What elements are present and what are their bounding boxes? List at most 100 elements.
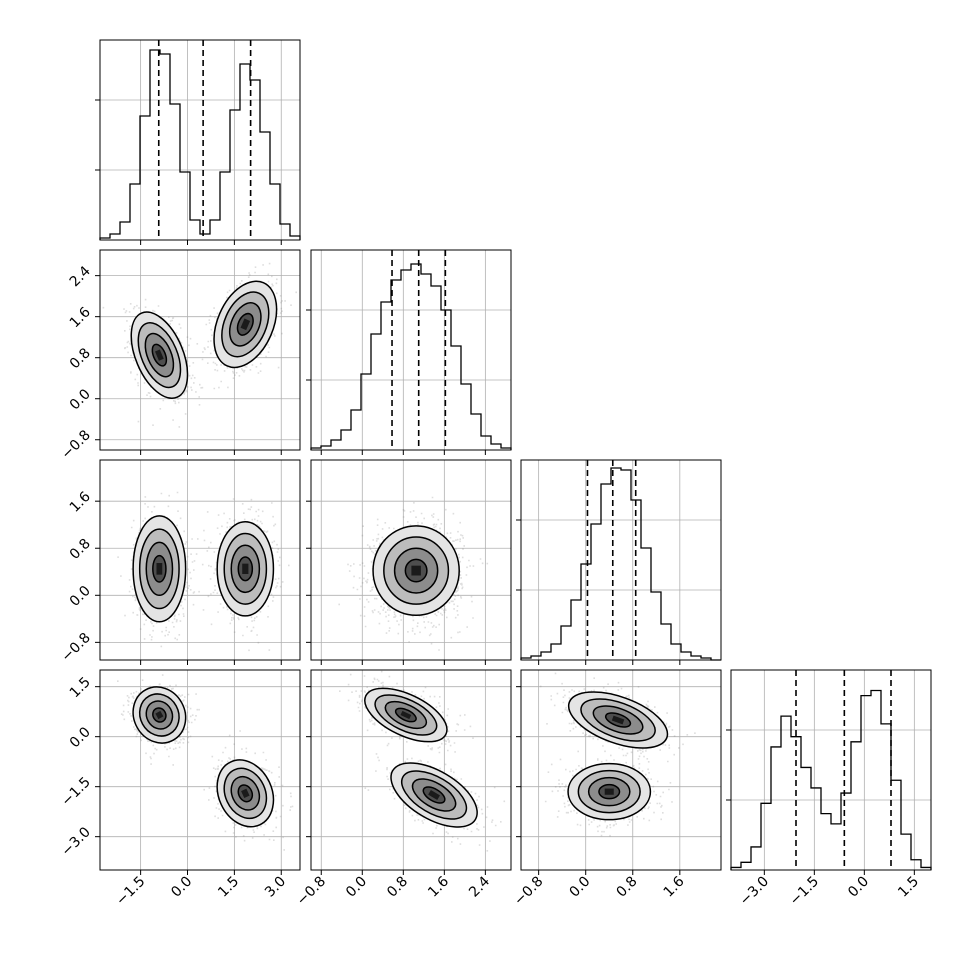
histogram-panel-3: −3.0 −1.5 0.0 1.5	[726, 669, 932, 909]
y-tick-label-2: 0.8	[67, 345, 94, 372]
density-peak	[604, 788, 614, 795]
scatter-panel-3-1: −0.8 0.0 0.8 1.6 2.4	[294, 669, 512, 909]
contour-line-2	[223, 767, 268, 820]
y-tick-label-1: 0.0	[67, 583, 94, 610]
x-tick-label-2: 0.8	[384, 874, 411, 901]
contour-line-0	[151, 343, 168, 367]
contour-line-1	[384, 700, 428, 730]
contour-line-3	[372, 525, 460, 617]
contour-line-2	[138, 528, 180, 610]
x-tick-label-2: 0.0	[845, 874, 872, 901]
density-peak	[156, 563, 163, 575]
contour-line-3	[364, 687, 448, 743]
x-tick-label-0: −3.0	[737, 874, 772, 909]
contour-line-1	[145, 700, 174, 730]
scatter-panel-1-0: −0.8 0.0 0.8 1.6 2.4	[58, 249, 301, 463]
contour-line-0	[598, 783, 621, 800]
contour-line-1	[592, 705, 644, 735]
density-peak	[242, 563, 249, 575]
contour-line-2	[223, 532, 268, 605]
density-cluster-0	[132, 686, 187, 744]
density-cluster-0	[372, 525, 460, 617]
scatter-panel-3-0: −1.5 0.0 1.5 3.0 −3.0 −1.5 0.0 1.5	[58, 669, 301, 909]
contour-line-0	[422, 786, 446, 804]
density-cluster-1	[390, 762, 478, 828]
x-tick-label-0: −0.8	[511, 874, 546, 909]
x-tick-label-1: 0.0	[343, 874, 370, 901]
y-tick-label-3: 1.6	[67, 304, 94, 331]
contour-line-1	[145, 541, 174, 597]
contour-line-0	[604, 712, 632, 728]
panel-frame-0-0	[99, 39, 301, 241]
panel-frame-2-1	[310, 459, 512, 661]
contour-line-0	[152, 707, 167, 723]
contour-line-1	[393, 547, 439, 594]
panel-frame-3-1	[310, 669, 512, 871]
contour-line-1	[228, 302, 262, 347]
density-peak	[155, 349, 164, 361]
contour-line-2	[221, 291, 270, 358]
contour-line-1	[411, 778, 457, 812]
density-cluster-1	[216, 759, 275, 828]
contour-line-2	[137, 322, 182, 389]
histogram-step-2	[520, 467, 721, 661]
y-tick-label-1: −1.5	[58, 774, 93, 809]
contour-line-2	[374, 694, 438, 736]
x-tick-label-3: 1.6	[425, 873, 452, 900]
density-cluster-0	[130, 311, 189, 399]
x-tick-label-3: 1.6	[661, 873, 688, 900]
y-tick-label-1: 0.0	[67, 386, 94, 413]
x-tick-label-1: −1.5	[787, 874, 822, 909]
panel-frame-3-2	[520, 669, 722, 871]
contour-line-3	[213, 280, 278, 369]
density-peak	[428, 790, 440, 800]
density-peak	[241, 788, 250, 799]
x-tick-label-3: 3.0	[262, 874, 289, 901]
density-peak	[411, 565, 421, 576]
histogram-panel-2	[516, 459, 722, 665]
contour-line-2	[580, 698, 656, 742]
contour-line-3	[567, 762, 652, 821]
y-tick-label-3: 1.6	[67, 489, 94, 516]
contour-line-3	[216, 521, 275, 617]
scatter-panel-3-2: −0.8 0.0 0.8 1.6	[511, 669, 722, 909]
panel-frame-3-0	[99, 669, 301, 871]
panel-frame-2-0	[99, 459, 301, 661]
density-cluster-1	[567, 762, 652, 821]
y-tick-label-0: −3.0	[58, 824, 93, 859]
y-tick-label-4: 2.4	[67, 263, 94, 290]
panel-frame-2-2	[520, 459, 722, 661]
contour-line-0	[394, 707, 417, 723]
scatter-points	[339, 670, 506, 852]
histogram-panel-0	[95, 39, 301, 245]
density-peak	[155, 710, 164, 720]
contour-line-3	[216, 759, 275, 828]
y-tick-label-2: 0.0	[67, 724, 94, 751]
contour-line-3	[567, 691, 669, 749]
contour-line-1	[230, 775, 261, 811]
panel-frame-1-0	[99, 249, 301, 451]
contour-line-0	[237, 784, 254, 803]
contour-line-1	[230, 544, 261, 594]
contour-line-2	[401, 770, 468, 820]
panel-frame-3-3	[730, 669, 932, 871]
histogram-step-0	[99, 49, 301, 240]
x-tick-label-1: 0.0	[566, 874, 593, 901]
density-cluster-1	[213, 280, 278, 369]
scatter-panel-2-1	[306, 459, 512, 665]
density-peak	[400, 710, 412, 720]
contour-line-0	[404, 558, 428, 583]
y-tick-label-0: −0.8	[58, 630, 93, 665]
y-tick-label-3: 1.5	[67, 674, 94, 701]
scatter-panel-2-0: −0.8 0.0 0.8 1.6	[58, 459, 301, 665]
density-cluster-0	[132, 515, 187, 623]
contour-line-3	[390, 762, 478, 828]
histogram-panel-1	[306, 249, 512, 455]
histogram-step-3	[730, 689, 932, 870]
histogram-step-1	[310, 263, 512, 450]
contour-line-0	[152, 554, 167, 583]
density-peak	[611, 715, 625, 725]
contour-line-3	[132, 515, 187, 623]
x-tick-label-4: 2.4	[466, 873, 493, 900]
